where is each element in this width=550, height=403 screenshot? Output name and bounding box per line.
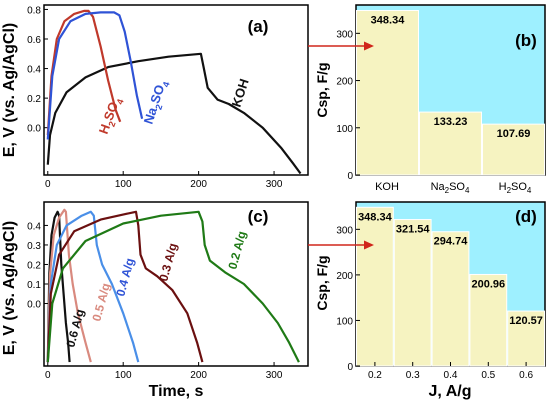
- data-label-0: 348.34: [371, 15, 406, 27]
- bar-4: [507, 310, 546, 367]
- panel-b-bars: 348.34 133.23 107.69: [356, 10, 545, 176]
- x-tick-label: 0: [45, 370, 51, 381]
- bar-2: [431, 231, 470, 367]
- x-tick-label: 0.4: [444, 370, 458, 381]
- x-tick-label: 0.3: [406, 370, 420, 381]
- panel-d-ylabel: Csp, F/g: [314, 255, 330, 310]
- arrow-c-to-d-head: [364, 240, 374, 250]
- panel-d-label: (d): [515, 207, 537, 226]
- y-tick-label: 0.0: [27, 124, 41, 135]
- panel-c-ylabel: E, V (vs. Ag/AgCl): [1, 221, 18, 356]
- y-tick-label: 0: [347, 362, 353, 373]
- data-label-2: 294.74: [434, 236, 469, 248]
- panel-c-series: [46, 208, 300, 363]
- y-tick-label: 0.8: [27, 5, 41, 16]
- y-tick-label: 0.3: [27, 241, 41, 252]
- data-label-2: 107.69: [497, 128, 531, 140]
- panel-b-ylabel: Csp, F/g: [314, 62, 330, 117]
- panel-c-x-axis: 0 100 200 300: [45, 362, 283, 381]
- y-tick-label: 100: [336, 316, 353, 327]
- panel-b-y-axis: 0 100 200 300: [336, 29, 360, 182]
- panel-a-y-axis: 0.0 0.2 0.4 0.6 0.8: [27, 5, 48, 135]
- arrow-a-to-b-head: [364, 41, 374, 51]
- panel-a-frame: [43, 4, 309, 176]
- panel-a-ylabel: E, V (vs. Ag/AgCl): [1, 23, 18, 158]
- data-label-4: 120.57: [509, 315, 543, 327]
- y-tick-label: 0.6: [27, 35, 41, 46]
- y-tick-label: 0.2: [27, 94, 41, 105]
- panel-b: 348.34 133.23 107.69 0 100 200 300 Csp, F/g (…: [314, 4, 546, 195]
- x-tick-label: 0: [45, 179, 51, 190]
- x-tick-label: 300: [266, 370, 283, 381]
- data-label-1: 321.54: [396, 224, 431, 236]
- panel-b-xtick-na2so4: Na2SO4: [431, 181, 470, 195]
- panel-a-label: (a): [248, 17, 269, 36]
- panel-c-y-axis: 0.0 0.1 0.2 0.3 0.4: [27, 221, 48, 311]
- bar-2: [482, 123, 545, 176]
- bar-1: [419, 111, 482, 176]
- series-line-3: [46, 210, 204, 363]
- panel-a-series: [46, 9, 302, 175]
- y-tick-label: 200: [336, 77, 353, 88]
- panel-b-xtick-koh: KOH: [375, 181, 399, 193]
- y-tick-label: 0.1: [27, 280, 41, 291]
- connector-arrows: [308, 41, 374, 250]
- panel-b-xtick-h2so4: H2SO4: [499, 181, 532, 195]
- y-tick-label: 0: [347, 171, 353, 182]
- bar-3: [469, 273, 508, 367]
- x-tick-label: 100: [115, 370, 132, 381]
- series-line-1: [46, 9, 122, 136]
- bar-1: [393, 219, 432, 367]
- y-tick-label: 300: [336, 225, 353, 236]
- y-tick-label: 300: [336, 29, 353, 40]
- panel-c-label: (c): [248, 207, 269, 226]
- panel-a: 0.00.20.40.60.8 0 100 200 300 (a) H2SO4 Na2…: [27, 4, 309, 190]
- y-tick-label: 100: [336, 124, 353, 135]
- panel-a-x-axis: 0 100 200 300: [45, 171, 283, 190]
- x-tick-label: 200: [190, 179, 207, 190]
- panel-d-xlabel: J, A/g: [429, 383, 472, 400]
- y-tick-label: 0.4: [27, 221, 41, 232]
- panel-c-frame: [43, 201, 309, 367]
- bar-0: [356, 10, 419, 176]
- series-line-2: [46, 210, 140, 363]
- y-tick-label: 0.4: [27, 65, 41, 76]
- series-line-0: [46, 52, 302, 175]
- y-tick-label: 0.2: [27, 260, 41, 271]
- x-tick-label: 200: [190, 370, 207, 381]
- panel-c: 0.0 0.1 0.2 0.3 0.4 0 100 200 300 (c) Time, s 0…: [27, 201, 309, 400]
- data-label-3: 200.96: [471, 278, 505, 290]
- panel-c-xlabel: Time, s: [149, 383, 204, 400]
- x-tick-label: 0.5: [481, 370, 495, 381]
- x-tick-label: 0.6: [519, 370, 533, 381]
- x-tick-label: 300: [266, 179, 283, 190]
- panel-b-label: (b): [515, 31, 537, 50]
- bar-0: [356, 206, 394, 367]
- series-line-1: [46, 208, 92, 363]
- panel-d-y-axis: 0 100 200 300: [336, 225, 360, 373]
- series-line-2: [46, 11, 144, 140]
- series-line-4: [46, 210, 300, 363]
- data-label-1: 133.23: [434, 116, 468, 128]
- panel-d-x-axis: 0.2 0.3 0.4 0.5 0.6: [368, 362, 533, 381]
- y-tick-label: 200: [336, 271, 353, 282]
- x-tick-label: 100: [115, 179, 132, 190]
- data-label-0: 348.34: [358, 211, 393, 223]
- y-tick-label: 0.0: [27, 300, 41, 311]
- x-tick-label: 0.2: [368, 370, 382, 381]
